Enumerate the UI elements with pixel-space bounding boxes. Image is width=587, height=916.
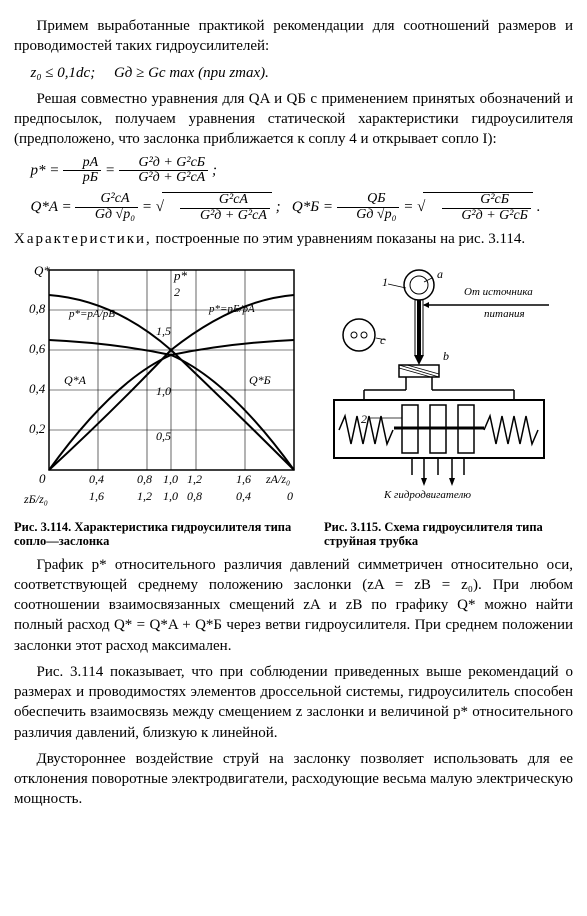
svg-text:0,4: 0,4 xyxy=(236,489,251,503)
svg-text:1,0: 1,0 xyxy=(163,489,178,503)
svg-text:0: 0 xyxy=(287,489,293,503)
caption-3-115: Рис. 3.115. Схема гидроусилителя типа ст… xyxy=(324,520,573,549)
svg-text:0,4: 0,4 xyxy=(89,472,104,486)
paragraph-5: Рис. 3.114 показывает, что при соблюдени… xyxy=(14,662,573,743)
svg-text:p*=pA/pB: p*=pA/pB xyxy=(68,308,115,320)
svg-text:p*=pБ/pA: p*=pБ/pA xyxy=(208,303,255,315)
frac-QB2: G²сБG²д + G²сБ xyxy=(442,193,531,223)
svg-text:Q*: Q* xyxy=(34,263,50,278)
svg-text:1,2: 1,2 xyxy=(187,472,202,486)
svg-text:0,8: 0,8 xyxy=(137,472,152,486)
eqQB-lhs: Q*Б = xyxy=(292,199,333,215)
svg-text:1,0: 1,0 xyxy=(156,384,171,398)
frac-QA2: G²сAG²д + G²сA xyxy=(180,193,269,223)
svg-text:0,6: 0,6 xyxy=(29,341,46,356)
svg-text:zA/z₀: zA/z₀ xyxy=(265,472,290,486)
svg-text:2: 2 xyxy=(174,285,180,299)
frac-pA-pB: pApБ xyxy=(63,156,101,186)
paragraph-2: Решая совместно уравнения для QA и QБ с … xyxy=(14,89,573,150)
svg-text:0,8: 0,8 xyxy=(187,489,202,503)
eqQA-lhs: Q*A = xyxy=(31,199,72,215)
svg-text:1,2: 1,2 xyxy=(137,489,152,503)
svg-text:zБ/z₀: zБ/z₀ xyxy=(23,492,48,506)
svg-text:1,6: 1,6 xyxy=(236,472,251,486)
svg-text:b: b xyxy=(443,349,449,363)
eq-lhs: p* = xyxy=(31,162,60,178)
svg-text:1: 1 xyxy=(382,275,388,289)
svg-text:1,5: 1,5 xyxy=(156,324,171,338)
figure-3-114: Q* 0,8 0,6 0,4 0,2 0 p* 2 1,5 1,0 0,5 0,… xyxy=(14,260,314,549)
equation-pstar: p* = pApБ = G²д + G²сБG²д + G²сA ; xyxy=(14,156,573,186)
svg-text:0,4: 0,4 xyxy=(29,381,46,396)
frac-G-ratio: G²д + G²сБG²д + G²сA xyxy=(119,156,208,186)
diagram-svg: a b c 1 От источника питания xyxy=(324,260,554,510)
svg-text:1,0: 1,0 xyxy=(163,472,178,486)
svg-text:0: 0 xyxy=(39,471,46,486)
svg-text:К гидродвигателю: К гидродвигателю xyxy=(383,489,471,501)
paragraph-4: График p* относительного различия давлен… xyxy=(14,555,573,656)
svg-text:От источника: От источника xyxy=(464,286,533,298)
svg-text:Q*A: Q*A xyxy=(64,373,87,387)
svg-text:0,8: 0,8 xyxy=(29,301,46,316)
svg-text:0,2: 0,2 xyxy=(29,421,46,436)
svg-text:0,5: 0,5 xyxy=(156,429,171,443)
svg-text:a: a xyxy=(437,267,443,281)
equation-Q: Q*A = G²сAGд √p₀ = √G²сAG²д + G²сA ; Q*Б… xyxy=(14,192,573,223)
svg-text:Q*Б: Q*Б xyxy=(249,373,271,387)
frac-QA1: G²сAGд √p₀ xyxy=(75,192,138,222)
chart-svg: Q* 0,8 0,6 0,4 0,2 0 p* 2 1,5 1,0 0,5 0,… xyxy=(14,260,314,510)
formula-1: z₀ ≤ 0,1dс; Gд ≥ Gс max (при zmax). xyxy=(14,63,573,83)
caption-3-114: Рис. 3.114. Характеристика гидроусилител… xyxy=(14,520,314,549)
svg-text:p*: p* xyxy=(173,268,188,283)
paragraph-1: Примем выработанные практикой рекомендац… xyxy=(14,16,573,57)
paragraph-6: Двустороннее воздействие струй на заслон… xyxy=(14,749,573,810)
svg-text:питания: питания xyxy=(484,308,525,320)
paragraph-3: Характеристики, построенные по этим урав… xyxy=(14,229,573,249)
svg-text:2: 2 xyxy=(361,412,367,426)
frac-QB1: QБGд √p₀ xyxy=(337,192,400,222)
figure-3-115: a b c 1 От источника питания xyxy=(324,260,573,549)
svg-text:1,6: 1,6 xyxy=(89,489,104,503)
